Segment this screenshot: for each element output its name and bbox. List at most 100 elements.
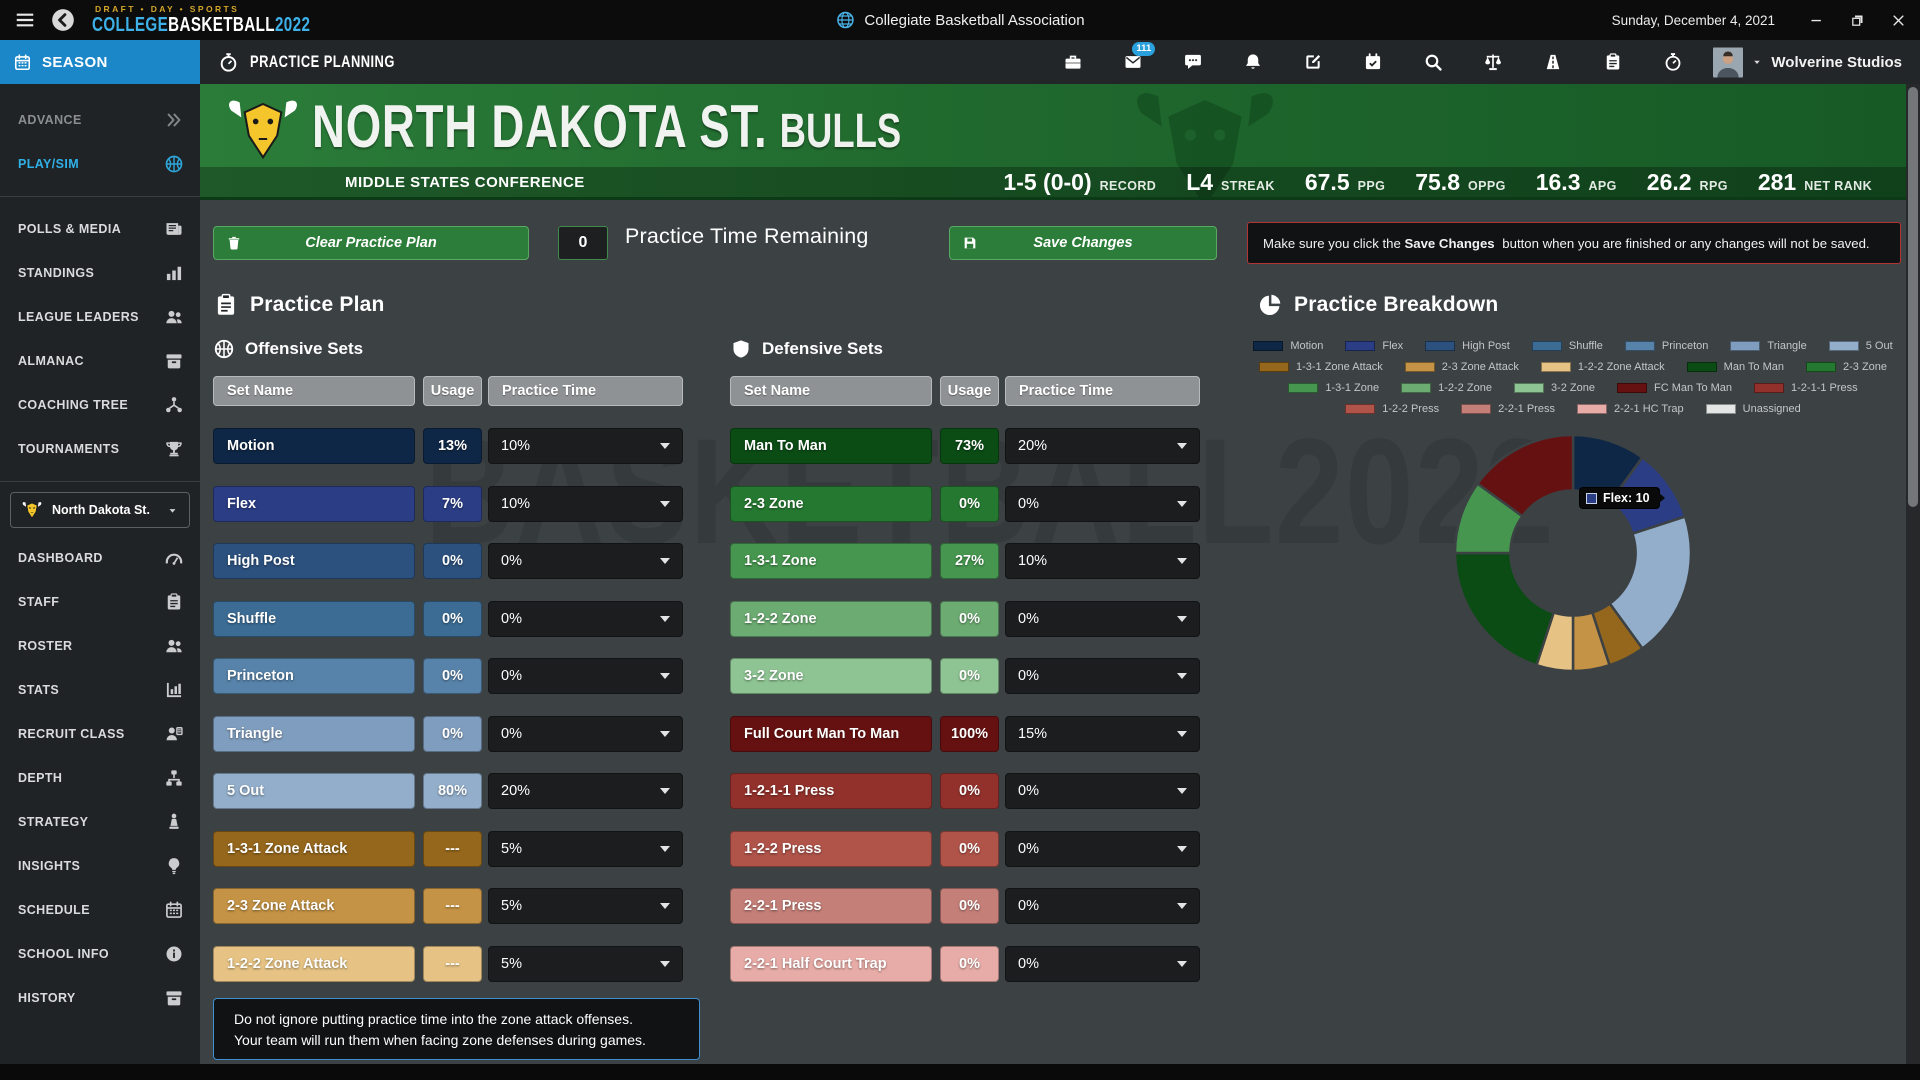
practice-time-dropdown[interactable]: 20% — [1005, 428, 1200, 464]
tree-icon — [164, 395, 184, 415]
road-icon[interactable] — [1543, 52, 1563, 72]
mail-icon[interactable]: 111 — [1123, 42, 1156, 72]
close-icon[interactable] — [1891, 13, 1906, 28]
practice-time-value: 0% — [1018, 840, 1039, 857]
sidebar-item-advance[interactable]: ADVANCE — [0, 98, 200, 142]
slice-5-out[interactable] — [1608, 514, 1693, 651]
practice-time-value: 0% — [1018, 495, 1039, 512]
sidebar-item-schedule[interactable]: SCHEDULE — [0, 888, 200, 932]
legend-label: 5 Out — [1865, 340, 1893, 352]
usage-value: 7% — [423, 485, 482, 522]
practice-time-dropdown[interactable]: 10% — [488, 485, 683, 522]
set-name-chip: 2-3 Zone Attack — [213, 888, 415, 924]
lightbulb-icon — [164, 856, 184, 876]
app-logo: DRAFT • DAY • SPORTS COLLEGEBASKETBALL20… — [92, 5, 379, 36]
sidebar-tab-season[interactable]: SEASON — [0, 40, 200, 84]
practice-time-dropdown[interactable]: 0% — [1005, 658, 1200, 694]
practice-time-dropdown[interactable]: 0% — [488, 715, 683, 752]
sidebar-item-insights[interactable]: INSIGHTS — [0, 844, 200, 888]
practice-plan-title: Practice Plan — [213, 292, 385, 318]
usage-value: 0% — [940, 830, 999, 867]
practice-time-dropdown[interactable]: 0% — [488, 600, 683, 637]
sidebar-item-roster[interactable]: ROSTER — [0, 624, 200, 668]
legend-item: High Post — [1425, 340, 1510, 352]
legend-swatch — [1345, 341, 1376, 351]
practice-time-dropdown[interactable]: 15% — [1005, 715, 1200, 752]
maximize-icon[interactable] — [1850, 13, 1865, 28]
defensive-sets-title: Defensive Sets — [730, 338, 883, 360]
sidebar-item-almanac[interactable]: ALMANAC — [0, 339, 200, 383]
sidebar-item-standings[interactable]: STANDINGS — [0, 251, 200, 295]
practice-time-dropdown[interactable]: 5% — [488, 945, 683, 982]
practice-time-dropdown[interactable]: 5% — [488, 888, 683, 924]
legend-swatch — [1616, 383, 1647, 393]
practice-time-dropdown[interactable]: 0% — [1005, 773, 1200, 809]
calendar-check-icon[interactable] — [1363, 52, 1383, 72]
practice-time-value: 15% — [1018, 725, 1048, 742]
chat-icon[interactable] — [1183, 52, 1203, 72]
edit-icon[interactable] — [1303, 52, 1323, 72]
sidebar-item-polls-media[interactable]: POLLS & MEDIA — [0, 207, 200, 251]
back-icon[interactable] — [50, 7, 76, 33]
scrollbar[interactable] — [1906, 84, 1920, 1064]
practice-time-dropdown[interactable]: 0% — [1005, 600, 1200, 637]
sidebar-item-school-info[interactable]: SCHOOL INFO — [0, 932, 200, 976]
minimize-icon[interactable] — [1809, 13, 1824, 28]
clipboard-icon[interactable] — [1603, 52, 1623, 72]
search-icon[interactable] — [1423, 52, 1443, 72]
gauge-icon — [164, 548, 184, 568]
sidebar-item-league-leaders[interactable]: LEAGUE LEADERS — [0, 295, 200, 339]
sidebar-item-dashboard[interactable]: DASHBOARD — [0, 536, 200, 580]
set-name-chip: High Post — [213, 543, 415, 579]
chevron-down-icon — [1177, 845, 1187, 852]
top-nav: PRACTICE PLANNING 111 Wolverine Studios — [200, 40, 1920, 84]
sidebar-item-coaching-tree[interactable]: COACHING TREE — [0, 383, 200, 427]
bell-icon[interactable] — [1243, 52, 1263, 72]
practice-time-dropdown[interactable]: 5% — [488, 830, 683, 867]
offensive-sets-table: Set Name Usage Practice Time Motion 13% … — [213, 376, 683, 1003]
slice-man-to-man[interactable] — [1453, 551, 1556, 667]
stat-label: PPG — [1357, 178, 1386, 193]
legend-swatch — [1754, 383, 1785, 393]
practice-time-dropdown[interactable]: 10% — [1005, 543, 1200, 579]
menu-icon[interactable] — [14, 9, 36, 31]
legend-label: 2-3 Zone — [1843, 361, 1888, 373]
sidebar-item-play-sim[interactable]: PLAY/SIM — [0, 142, 200, 186]
practice-time-dropdown[interactable]: 0% — [488, 543, 683, 579]
practice-breakdown-chart[interactable] — [1443, 423, 1703, 683]
sidebar-item-strategy[interactable]: STRATEGY — [0, 800, 200, 844]
chevron-down-icon — [660, 558, 670, 564]
scales-icon[interactable] — [1483, 52, 1503, 72]
briefcase-icon[interactable] — [1063, 52, 1083, 72]
legend-label: Flex — [1382, 340, 1404, 352]
practice-time-value: 0% — [501, 725, 522, 742]
practice-time-dropdown[interactable]: 0% — [1005, 888, 1200, 924]
team-selector[interactable]: North Dakota St. — [10, 492, 190, 528]
clear-practice-plan-button[interactable]: Clear Practice Plan — [213, 226, 529, 260]
sidebar-item-stats[interactable]: STATS — [0, 668, 200, 712]
sidebar-item-recruit-class[interactable]: RECRUIT CLASS — [0, 712, 200, 756]
legend-row: 1-3-1 Zone 1-2-2 Zone 3-2 Zone FC Man To… — [1240, 382, 1906, 394]
practice-time-dropdown[interactable]: 20% — [488, 773, 683, 809]
slice-fc-man-to-man[interactable] — [1475, 433, 1575, 518]
stopwatch-icon[interactable] — [1663, 52, 1683, 72]
users-icon — [164, 307, 184, 327]
stat-ppg: 67.5 PPG — [1305, 169, 1385, 196]
practice-time-dropdown[interactable]: 10% — [488, 428, 683, 464]
sidebar-item-history[interactable]: HISTORY — [0, 976, 200, 1020]
sidebar-item-depth[interactable]: DEPTH — [0, 756, 200, 800]
sidebar-item-staff[interactable]: STAFF — [0, 580, 200, 624]
practice-time-dropdown[interactable]: 0% — [1005, 945, 1200, 982]
legend-label: 2-3 Zone Attack — [1441, 361, 1519, 373]
practice-breakdown-title: Practice Breakdown — [1257, 292, 1498, 318]
practice-time-dropdown[interactable]: 0% — [488, 658, 683, 694]
scrollbar-thumb[interactable] — [1908, 87, 1918, 507]
stat-value: 1-5 (0-0) — [1003, 168, 1092, 195]
practice-time-dropdown[interactable]: 0% — [1005, 830, 1200, 867]
sidebar-item-tournaments[interactable]: TOURNAMENTS — [0, 427, 200, 471]
save-changes-button[interactable]: Save Changes — [949, 226, 1217, 260]
user-menu[interactable]: Wolverine Studios — [1713, 46, 1902, 79]
table-row: 2-3 Zone 0% 0% — [730, 485, 1200, 522]
practice-time-dropdown[interactable]: 0% — [1005, 485, 1200, 522]
legend-label: 2-2-1 Press — [1498, 403, 1555, 415]
